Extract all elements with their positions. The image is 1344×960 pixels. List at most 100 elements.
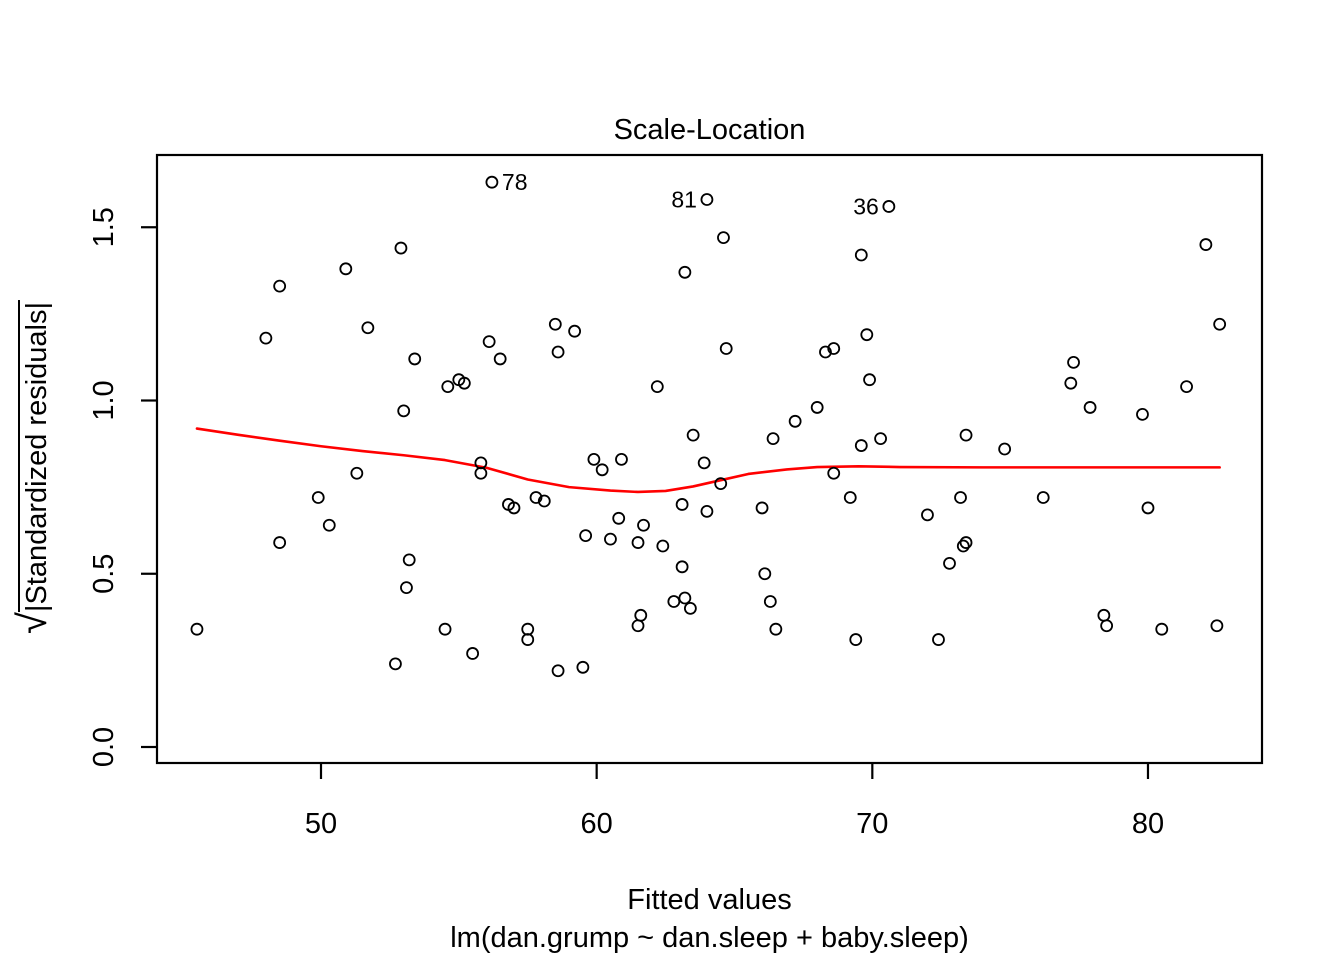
data-point	[678, 265, 692, 279]
data-point	[766, 432, 780, 446]
data-point	[339, 262, 353, 276]
data-point	[529, 491, 543, 504]
data-point	[273, 279, 287, 293]
data-point	[551, 345, 565, 359]
data-point	[579, 529, 593, 543]
data-point	[311, 491, 325, 504]
data-point	[612, 511, 626, 525]
data-point	[678, 591, 692, 605]
data-point	[827, 466, 841, 480]
data-point	[394, 241, 408, 255]
data-point	[700, 193, 714, 206]
data-point	[631, 536, 645, 549]
data-point	[1064, 376, 1078, 390]
sqrt-radical-glyph: √	[11, 612, 55, 635]
data-point	[1083, 401, 1097, 414]
data-point	[788, 414, 802, 428]
data-point	[1199, 238, 1213, 251]
model-formula-label: lm(dan.grump ~ dan.sleep + baby.sleep)	[450, 922, 969, 954]
data-point	[683, 602, 697, 615]
data-point	[719, 342, 733, 355]
data-point	[259, 331, 273, 345]
x-tick-label: 50	[305, 808, 337, 840]
data-point	[402, 553, 416, 567]
data-point	[714, 477, 728, 491]
data-point	[1136, 407, 1149, 421]
data-point	[273, 536, 287, 549]
axis-box	[155, 153, 1264, 765]
x-tick-label: 60	[581, 808, 613, 840]
data-point	[1155, 622, 1169, 636]
y-axis-label: √ |Standardized residuals|	[11, 299, 55, 635]
data-point	[389, 657, 402, 671]
data-point	[819, 345, 832, 359]
data-point	[763, 595, 777, 608]
data-point	[408, 352, 422, 366]
x-tick-label: 70	[856, 808, 888, 840]
data-point	[631, 619, 645, 633]
data-point	[548, 317, 562, 331]
data-point	[551, 664, 565, 678]
data-point	[521, 622, 535, 636]
data-point	[568, 324, 582, 338]
data-point	[769, 622, 783, 636]
data-point	[827, 342, 841, 355]
smooth-line	[195, 427, 1221, 494]
data-point	[1213, 317, 1227, 331]
data-point	[576, 660, 590, 674]
data-point	[400, 581, 413, 595]
data-point	[959, 536, 973, 549]
data-point	[604, 532, 617, 546]
data-point	[1100, 619, 1114, 633]
x-tick-label: 80	[1132, 808, 1164, 840]
data-point	[667, 595, 681, 608]
data-point	[854, 248, 868, 262]
data-point	[438, 622, 452, 636]
data-point	[615, 453, 628, 466]
data-point	[507, 501, 521, 515]
data-point	[482, 335, 496, 348]
point-label: 36	[853, 193, 879, 219]
data-point	[860, 328, 874, 342]
data-point	[637, 518, 650, 532]
chart-title: Scale-Location	[613, 114, 806, 146]
y-axis-label-text: |Standardized residuals|	[18, 299, 54, 613]
data-point	[361, 321, 375, 335]
data-point	[717, 231, 730, 245]
data-point	[959, 428, 973, 442]
data-point	[921, 508, 934, 522]
data-point	[474, 466, 488, 480]
data-point	[441, 380, 455, 394]
data-point	[810, 401, 824, 414]
y-tick-label: 1.0	[88, 380, 120, 420]
y-tick-label: 0.5	[88, 554, 120, 594]
data-point	[634, 608, 648, 622]
data-point	[1067, 355, 1080, 369]
data-point	[521, 633, 535, 646]
data-point	[493, 352, 507, 366]
data-point	[1097, 608, 1111, 622]
data-point	[932, 633, 945, 646]
data-point	[397, 404, 411, 418]
y-tick-label: 1.5	[88, 207, 120, 247]
data-point	[650, 380, 664, 394]
data-point	[956, 539, 970, 553]
x-axis-label: Fitted values	[627, 884, 792, 916]
data-point	[697, 456, 711, 470]
data-point	[943, 556, 956, 570]
data-point	[863, 373, 876, 387]
data-point	[675, 560, 689, 574]
data-point	[1141, 501, 1155, 515]
data-point	[457, 376, 471, 390]
data-point	[322, 518, 336, 532]
data-point	[190, 622, 204, 636]
point-label: 81	[671, 187, 697, 213]
data-point	[998, 442, 1012, 456]
data-point	[758, 567, 772, 581]
data-point	[466, 647, 480, 660]
data-point	[854, 439, 868, 452]
data-point	[882, 200, 896, 213]
data-point	[595, 463, 609, 477]
